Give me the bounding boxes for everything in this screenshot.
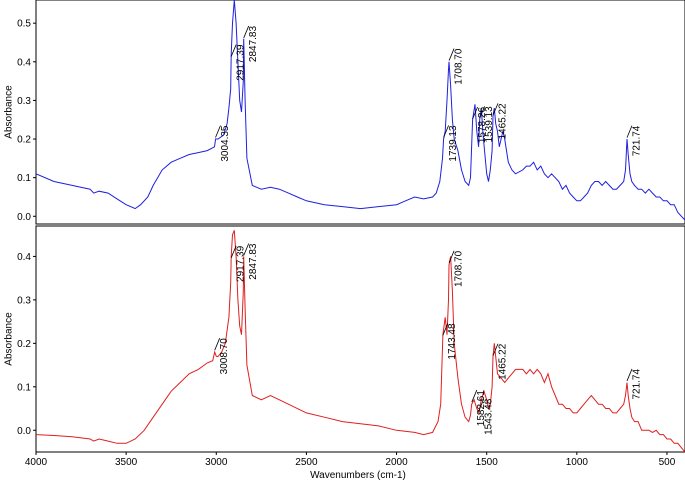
peak-leader-line [243, 25, 250, 39]
x-axis-label: Wavenumbers (cm-1) [310, 470, 406, 481]
y-tick-label: 0.4 [17, 252, 31, 263]
y-tick-label: 0.0 [17, 212, 31, 223]
peak-leader-line [230, 245, 237, 258]
peak-label: 1708.70 [453, 48, 464, 85]
y-tick-label: 0.2 [17, 135, 31, 146]
peak-label: 2847.83 [248, 26, 259, 63]
peak-leader-line [443, 125, 449, 138]
peak-leader-line [492, 343, 499, 356]
y-tick-label: 0.0 [17, 426, 31, 437]
x-tick-label: 500 [659, 457, 676, 468]
x-tick-label: 1000 [566, 457, 589, 468]
peak-label: 2917.39 [236, 44, 247, 81]
x-tick-label: 2000 [385, 457, 408, 468]
peak-leader-line [215, 125, 221, 138]
y-tick-label: 0.3 [17, 96, 31, 107]
plot-frame [35, 225, 685, 453]
y-tick-label: 0.1 [17, 173, 31, 184]
peak-leader-line [478, 398, 485, 411]
y-axis-label: Absorbance [4, 312, 15, 366]
peak-label: 1539.13 [484, 106, 495, 143]
x-tick-label: 1500 [476, 457, 499, 468]
y-tick-label: 0.3 [17, 295, 31, 306]
x-tick-label: 3500 [115, 457, 138, 468]
y-tick-label: 0.5 [17, 19, 31, 30]
plot-frame [35, 0, 685, 225]
peak-label: 1743.48 [447, 323, 458, 360]
peak-leader-line [479, 106, 486, 119]
peak-leader-line [492, 103, 499, 116]
peak-label: 1465.22 [497, 343, 508, 380]
peak-label: 1739.13 [448, 125, 459, 162]
peak-leader-line [471, 389, 478, 403]
peak-leader-line [472, 106, 478, 120]
peak-leader-line [626, 125, 633, 138]
peak-label: 3004.35 [220, 125, 231, 162]
peak-label: 2917.39 [236, 245, 247, 282]
peak-leader-line [448, 250, 455, 263]
peak-label: 1582.61 [476, 390, 487, 427]
peak-leader-line [214, 338, 221, 351]
spectrum-panel-top: 0.0 0.1 0.2 0.3 0.4 0.5 Absorbance 3004.35 2917.… [4, 0, 685, 225]
spectrum-panel-bottom: 0.0 0.1 0.2 0.3 0.4 Absorbance 4000 3500 3000 250… [4, 225, 685, 468]
x-tick-label: 2500 [295, 457, 318, 468]
peak-leader-line [442, 323, 449, 336]
peak-label: 1708.70 [453, 250, 464, 287]
peak-leader-line [243, 243, 250, 256]
x-tick-label: 3000 [205, 457, 228, 468]
peak-leader-line [230, 44, 237, 57]
y-tick-label: 0.4 [17, 57, 31, 68]
peak-label: 1465.22 [497, 103, 508, 140]
y-axis-label: Absorbance [4, 85, 15, 139]
peak-label: 721.74 [631, 125, 642, 156]
spectrum-line [36, 230, 685, 452]
peak-leader-line [448, 48, 455, 61]
peak-label: 1543.48 [483, 398, 494, 435]
peak-label: 2847.83 [248, 243, 259, 280]
x-tick-label: 4000 [25, 457, 48, 468]
peak-label: 1578.26 [477, 107, 488, 144]
spectrum-line [36, 0, 685, 221]
peak-label: 721.74 [631, 369, 642, 400]
y-tick-label: 0.1 [17, 382, 31, 393]
y-tick-label: 0.2 [17, 339, 31, 350]
peak-label: 3008.70 [219, 338, 230, 375]
peak-leader-line [626, 368, 633, 382]
